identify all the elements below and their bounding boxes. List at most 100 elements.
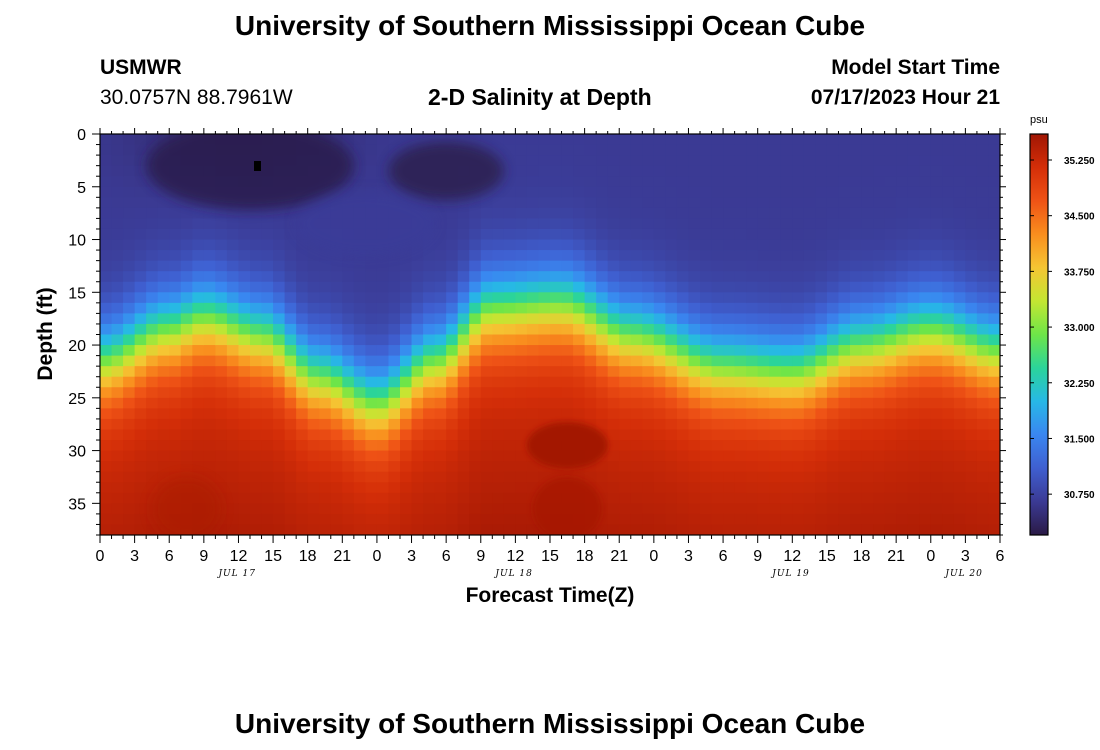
heatmap-cell <box>826 345 840 357</box>
heatmap-cell <box>826 144 840 156</box>
heatmap-cell <box>700 418 713 431</box>
heatmap-cell <box>607 345 620 357</box>
heatmap-cell <box>884 292 897 304</box>
heatmap-cell <box>619 197 632 209</box>
heatmap-cell <box>734 218 747 230</box>
heatmap-cell <box>423 366 436 378</box>
heatmap-cell <box>480 397 493 409</box>
heatmap-cell <box>134 155 147 167</box>
y-tick-label: 30 <box>68 444 86 461</box>
heatmap-cell <box>711 418 724 431</box>
heatmap-cell <box>746 524 759 535</box>
heatmap-cell <box>630 186 643 198</box>
heatmap-cell <box>896 345 909 357</box>
heatmap-cell <box>757 218 770 230</box>
heatmap-cell <box>457 440 470 452</box>
heatmap-field <box>100 134 1000 535</box>
heatmap-cell <box>157 186 170 198</box>
heatmap-cell <box>538 471 551 483</box>
heatmap-cell <box>226 440 240 452</box>
heatmap-cell <box>526 355 540 367</box>
heatmap-cell <box>503 513 516 526</box>
heatmap-cell <box>734 186 747 198</box>
heatmap-cell <box>653 218 666 230</box>
heatmap-cell <box>573 292 586 304</box>
heatmap-cell <box>123 176 136 188</box>
heatmap-cell <box>550 281 563 293</box>
heatmap-cell <box>157 471 170 483</box>
heatmap-cell <box>723 471 736 483</box>
heatmap-cell <box>919 228 932 241</box>
heatmap-cell <box>146 250 159 262</box>
heatmap-cell <box>388 408 401 420</box>
heatmap-cell <box>469 397 482 409</box>
heatmap-cell <box>838 355 851 367</box>
heatmap-cell <box>457 334 470 346</box>
heatmap-cell <box>607 281 620 293</box>
heatmap-cell <box>261 228 274 241</box>
heatmap-cell <box>538 207 551 220</box>
heatmap-cell <box>700 313 713 325</box>
heatmap-cell <box>376 345 390 357</box>
heatmap-cell <box>688 250 701 262</box>
heatmap-cell <box>134 482 147 494</box>
x-tick-label: 0 <box>649 548 658 565</box>
heatmap-cell <box>123 323 136 336</box>
heatmap-cell <box>965 292 978 304</box>
heatmap-cell <box>815 313 828 325</box>
heatmap-cell <box>457 387 470 399</box>
heatmap-cell <box>388 524 401 535</box>
heatmap-cell <box>100 281 113 293</box>
heatmap-cell <box>619 239 632 251</box>
heatmap-cell <box>688 186 701 198</box>
y-tick-label: 10 <box>68 233 86 250</box>
heatmap-cell <box>296 429 309 441</box>
heatmap-cell <box>307 302 320 314</box>
heatmap-cell <box>100 239 113 251</box>
heatmap-cell <box>884 482 897 494</box>
heatmap-cell <box>353 271 366 283</box>
heatmap-cell <box>734 482 747 494</box>
heatmap-cell <box>469 345 482 357</box>
heatmap-cell <box>896 418 909 431</box>
heatmap-cell <box>884 366 897 378</box>
heatmap-cell <box>642 260 655 272</box>
heatmap-cell <box>826 366 840 378</box>
heatmap-cell <box>884 218 897 230</box>
heatmap-cell <box>388 450 401 462</box>
heatmap-cell <box>123 281 136 293</box>
heatmap-cell <box>919 144 932 156</box>
heatmap-cell <box>584 186 597 198</box>
heatmap-cell <box>965 503 978 515</box>
heatmap-cell <box>123 292 136 304</box>
heatmap-cell <box>434 260 447 272</box>
heatmap-cell <box>607 228 620 241</box>
heatmap-cell <box>653 471 666 483</box>
heatmap-cell <box>919 397 932 409</box>
heatmap-cell <box>861 345 874 357</box>
heatmap-cell <box>896 492 909 504</box>
heatmap-cell <box>192 397 205 409</box>
heatmap-cell <box>319 376 332 388</box>
heatmap-cell <box>861 176 874 188</box>
heatmap-cell <box>273 492 286 504</box>
heatmap-cell <box>930 408 943 420</box>
heatmap-cell <box>642 429 655 441</box>
heatmap-cell <box>180 218 193 230</box>
heatmap-cell <box>400 292 413 304</box>
heatmap-cell <box>100 345 113 357</box>
heatmap-cell <box>884 513 897 526</box>
heatmap-cell <box>688 408 701 420</box>
heatmap-cell <box>723 302 736 314</box>
heatmap-cell <box>769 397 782 409</box>
heatmap-cell <box>665 461 678 473</box>
heatmap-cell <box>976 176 990 188</box>
heatmap-cell <box>850 334 863 346</box>
heatmap-cell <box>134 418 147 431</box>
salinity-anomaly <box>296 192 435 256</box>
heatmap-cell <box>769 323 782 336</box>
heatmap-cell <box>803 228 816 241</box>
heatmap-cell <box>688 155 701 167</box>
heatmap-cell <box>676 271 690 283</box>
heatmap-cell <box>734 313 747 325</box>
